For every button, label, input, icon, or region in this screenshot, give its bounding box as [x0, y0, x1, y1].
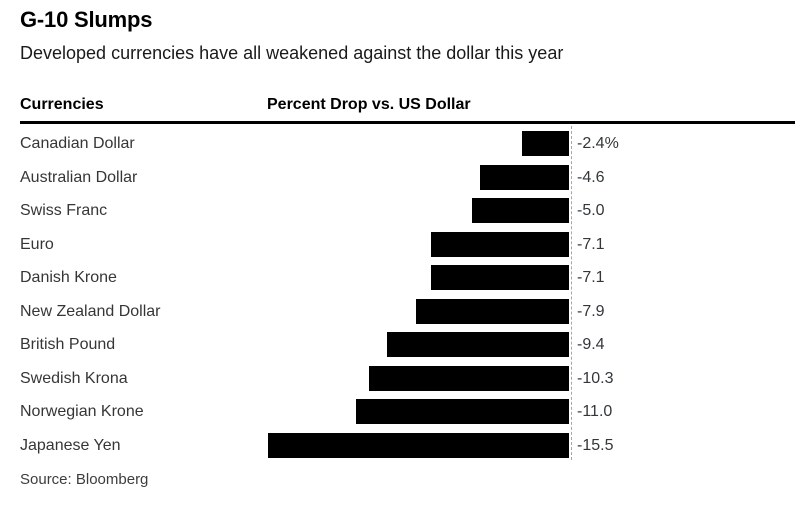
row-label: Japanese Yen	[20, 437, 121, 454]
bar	[431, 232, 569, 257]
row-label: New Zealand Dollar	[20, 303, 161, 320]
column-header-currencies: Currencies	[20, 96, 104, 113]
row-label: Euro	[20, 236, 54, 253]
bar	[268, 433, 569, 458]
zero-baseline	[571, 126, 572, 460]
row-label: Norwegian Krone	[20, 403, 144, 420]
row-label: Canadian Dollar	[20, 135, 135, 152]
row-label: Swedish Krona	[20, 370, 128, 387]
value-label: -5.0	[577, 202, 605, 219]
bar	[472, 198, 569, 223]
row-label: Danish Krone	[20, 269, 117, 286]
bar	[356, 399, 569, 424]
row-label: British Pound	[20, 336, 116, 353]
value-label: -15.5	[577, 437, 614, 454]
source-attribution: Source: Bloomberg	[20, 471, 149, 488]
column-header-percent-drop: Percent Drop vs. US Dollar	[267, 96, 471, 113]
bar	[480, 165, 569, 190]
row-label: Swiss Franc	[20, 202, 108, 219]
value-label: -9.4	[577, 336, 605, 353]
value-label: -7.1	[577, 269, 605, 286]
value-label: -7.9	[577, 303, 605, 320]
value-label: -2.4%	[577, 135, 619, 152]
page-title: G-10 Slumps	[20, 7, 153, 32]
value-label: -7.1	[577, 236, 605, 253]
bar-chart: Canadian Dollar -2.4% Australian Dollar -4.…	[20, 124, 795, 464]
value-label: -10.3	[577, 370, 614, 387]
value-label: -11.0	[577, 403, 613, 420]
bar	[431, 265, 569, 290]
bar	[416, 299, 569, 324]
value-label: -4.6	[577, 169, 605, 186]
row-label: Australian Dollar	[20, 169, 138, 186]
chart-subtitle: Developed currencies have all weakened a…	[20, 43, 564, 63]
bar	[369, 366, 569, 391]
bar	[387, 332, 569, 357]
bar	[522, 131, 569, 156]
header-rule	[20, 121, 795, 124]
